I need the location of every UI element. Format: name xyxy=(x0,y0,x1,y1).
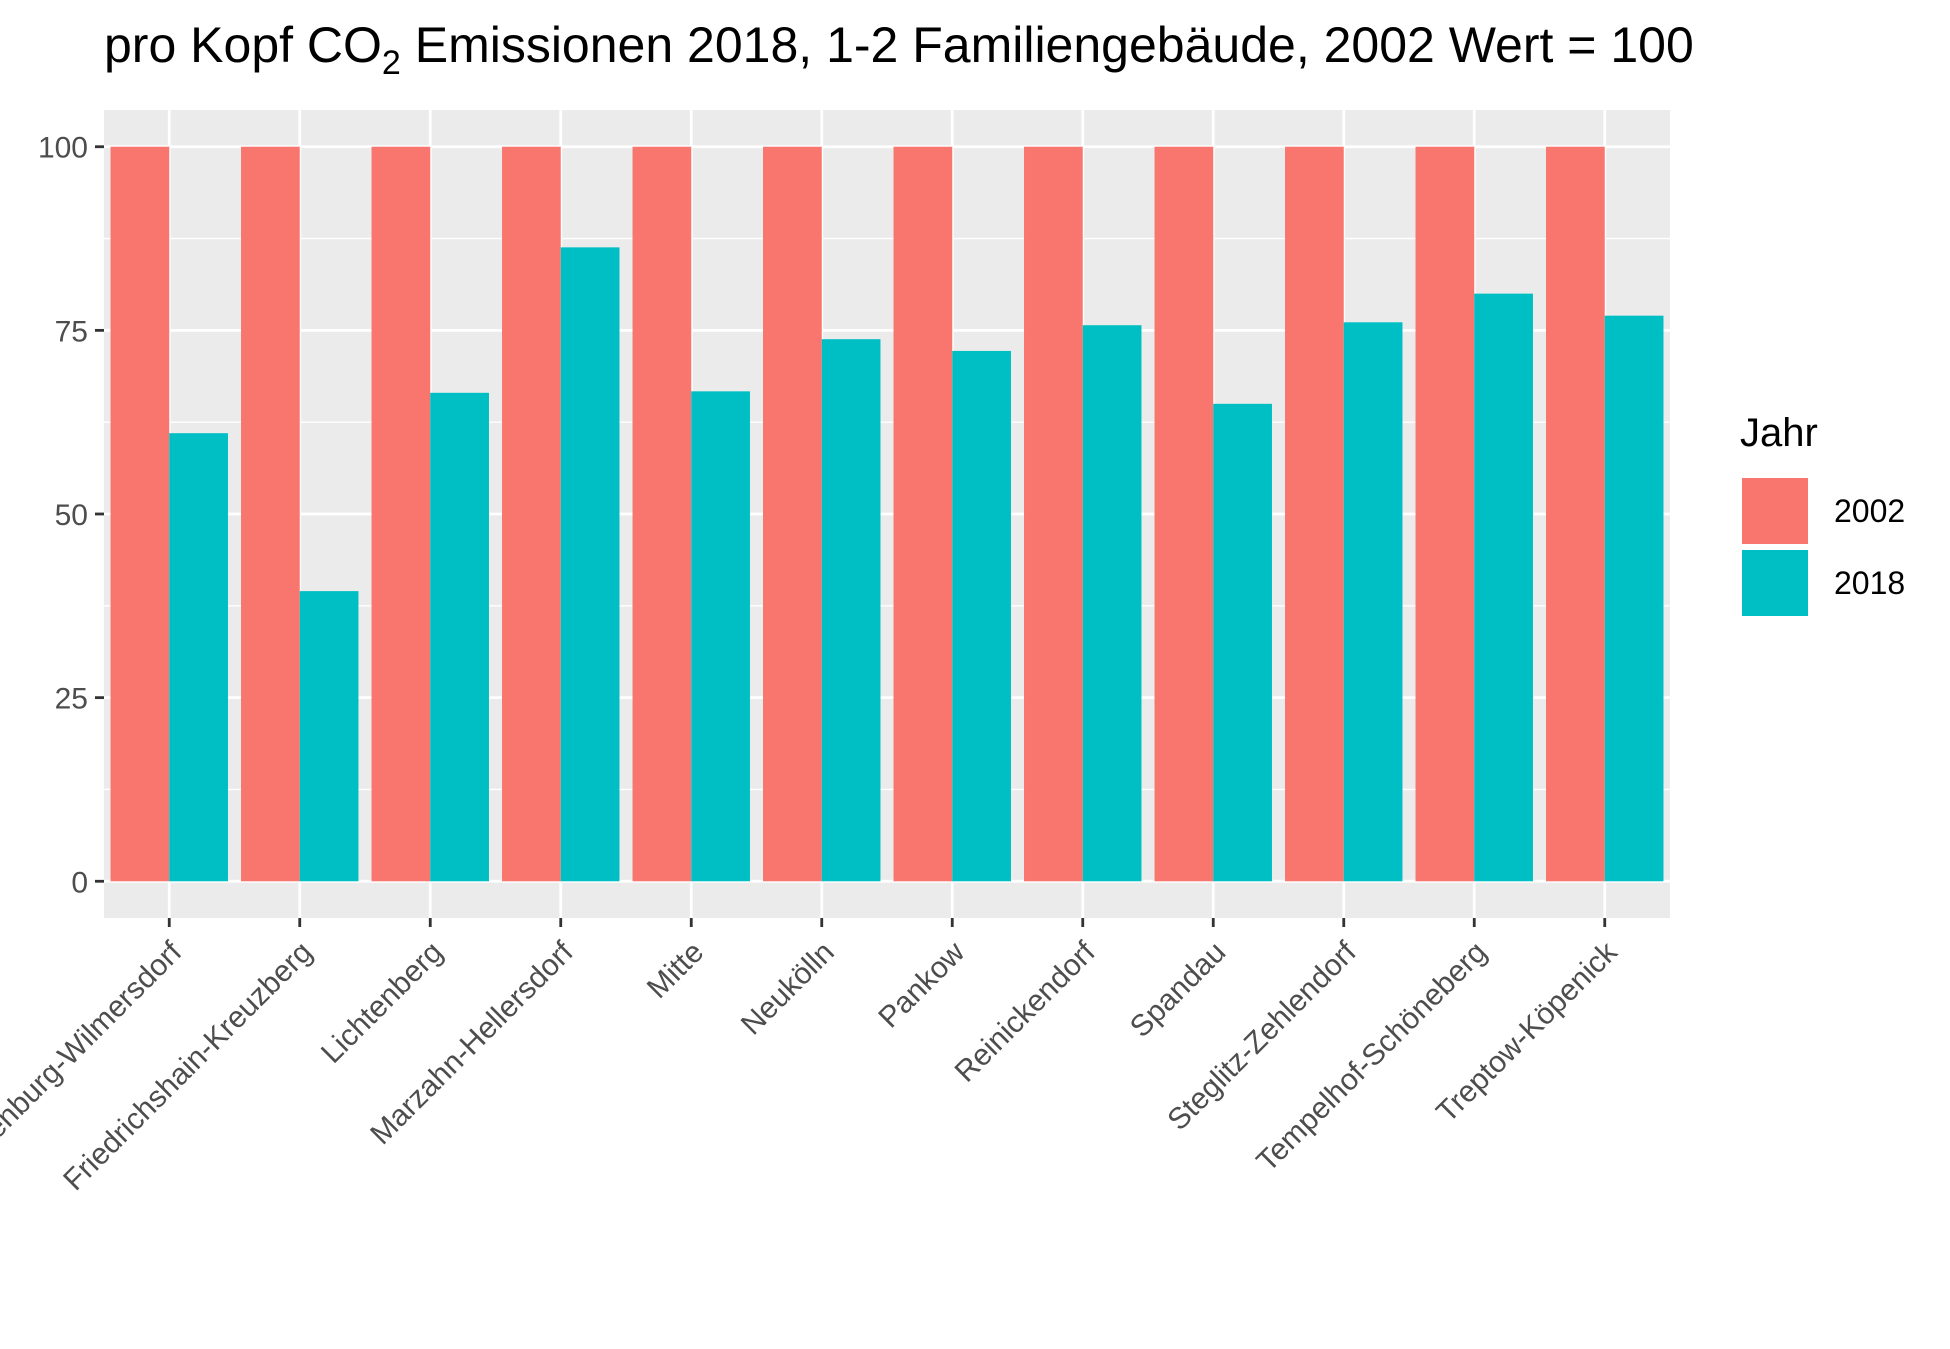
x-tick-label: Reinickendorf xyxy=(949,935,1103,1089)
bar-2002-6 xyxy=(893,146,953,882)
x-tick-label: Mitte xyxy=(641,936,710,1005)
bar-2002-7 xyxy=(1024,146,1083,882)
y-tick-label: 0 xyxy=(71,866,88,899)
bar-2018-1 xyxy=(299,591,359,882)
legend-key-2002 xyxy=(1742,478,1808,544)
bar-2018-11 xyxy=(1604,315,1664,882)
y-tick-label: 25 xyxy=(55,683,88,716)
y-tick-label: 100 xyxy=(38,132,88,165)
bar-2002-8 xyxy=(1154,146,1214,882)
x-tick-label: Friedrichshain-Kreuzberg xyxy=(57,936,318,1197)
x-tick-label: Lichtenberg xyxy=(315,936,449,1070)
chart-title-rest: Emissionen 2018, 1-2 Familiengebäude, 20… xyxy=(401,17,1694,73)
bar-2002-10 xyxy=(1415,146,1475,882)
bar-2002-11 xyxy=(1546,146,1605,882)
bar-2018-10 xyxy=(1474,293,1533,882)
x-tick-label: Spandau xyxy=(1124,936,1232,1044)
bar-2018-0 xyxy=(169,433,228,882)
bar-2018-7 xyxy=(1082,325,1142,882)
y-tick-label: 50 xyxy=(55,499,88,532)
legend-label-2018: 2018 xyxy=(1834,565,1905,601)
bars xyxy=(110,146,1664,882)
bar-2018-3 xyxy=(560,247,620,882)
bar-2018-8 xyxy=(1213,403,1272,882)
x-tick-label: Neukölln xyxy=(735,936,841,1042)
y-tick-label: 75 xyxy=(55,315,88,348)
chart-title: pro Kopf CO2 Emissionen 2018, 1-2 Famili… xyxy=(104,17,1694,82)
x-axis: Charlottenburg-WilmersdorfFriedrichshain… xyxy=(0,918,1624,1219)
bar-2002-2 xyxy=(371,146,431,882)
bar-2018-6 xyxy=(952,350,1011,882)
legend-title: Jahr xyxy=(1740,411,1818,455)
x-tick-label: Pankow xyxy=(872,935,971,1034)
y-axis: 0 25 50 75 100 xyxy=(38,132,104,899)
bar-2002-4 xyxy=(632,146,692,882)
bar-2018-2 xyxy=(430,392,489,882)
bar-2002-3 xyxy=(502,146,561,882)
bar-2002-5 xyxy=(763,146,822,882)
bar-2018-4 xyxy=(691,391,750,882)
bar-2002-0 xyxy=(110,146,170,882)
legend-key-2018 xyxy=(1742,550,1808,616)
bar-2002-9 xyxy=(1285,146,1344,882)
chart-title-main: pro Kopf CO xyxy=(104,17,382,73)
bar-2018-9 xyxy=(1343,322,1403,882)
legend-label-2002: 2002 xyxy=(1834,493,1905,529)
bar-2002-1 xyxy=(241,146,300,882)
chart-title-subscript: 2 xyxy=(382,44,401,82)
legend: Jahr 2002 2018 xyxy=(1740,411,1905,616)
bar-2018-5 xyxy=(821,339,881,882)
x-tick-label: Tempelhof-Schöneberg xyxy=(1251,936,1494,1179)
